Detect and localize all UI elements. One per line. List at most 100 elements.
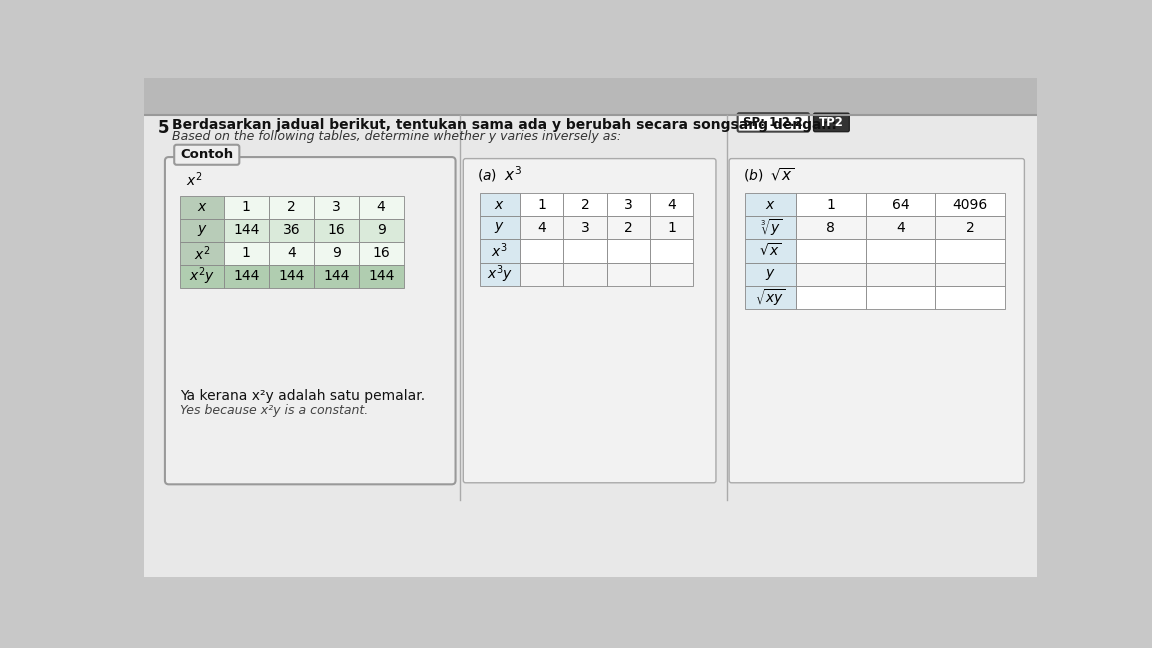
- Bar: [520, 240, 563, 262]
- Text: 144: 144: [233, 223, 259, 237]
- Bar: [563, 216, 607, 240]
- Bar: [313, 218, 358, 242]
- Text: 9: 9: [332, 246, 341, 260]
- Text: 4096: 4096: [953, 198, 987, 212]
- Bar: [358, 196, 403, 218]
- Bar: [268, 218, 313, 242]
- Bar: [479, 193, 520, 216]
- Text: 4: 4: [896, 221, 904, 235]
- Text: $x^3$: $x^3$: [505, 165, 522, 184]
- Bar: [563, 193, 607, 216]
- Text: $(b)$: $(b)$: [743, 167, 764, 183]
- Text: 8: 8: [826, 221, 835, 235]
- Bar: [796, 193, 865, 216]
- Text: 16: 16: [327, 223, 346, 237]
- Text: 2: 2: [581, 198, 590, 212]
- Text: 144: 144: [367, 270, 394, 283]
- Bar: [745, 286, 796, 308]
- Text: TP2: TP2: [819, 116, 844, 129]
- Bar: [865, 262, 935, 286]
- Bar: [745, 216, 796, 240]
- Text: 4: 4: [377, 200, 386, 214]
- Bar: [313, 196, 358, 218]
- Text: SP: 1.2.2: SP: 1.2.2: [743, 116, 803, 129]
- Text: Based on the following tables, determine whether y varies inversely as:: Based on the following tables, determine…: [172, 130, 621, 143]
- Bar: [223, 242, 268, 265]
- Bar: [607, 262, 650, 286]
- Text: Yes because x²y is a constant.: Yes because x²y is a constant.: [181, 404, 369, 417]
- Text: $y$: $y$: [494, 220, 505, 235]
- Bar: [479, 216, 520, 240]
- Bar: [935, 216, 1005, 240]
- FancyBboxPatch shape: [729, 159, 1024, 483]
- Bar: [650, 262, 694, 286]
- Bar: [607, 216, 650, 240]
- Text: 64: 64: [892, 198, 909, 212]
- Text: 4: 4: [537, 221, 546, 235]
- Bar: [865, 286, 935, 308]
- Bar: [935, 240, 1005, 262]
- Bar: [268, 196, 313, 218]
- Bar: [313, 242, 358, 265]
- Bar: [796, 240, 865, 262]
- Text: $x$: $x$: [765, 198, 776, 212]
- Bar: [358, 265, 403, 288]
- Bar: [563, 262, 607, 286]
- Text: Ya kerana x²y adalah satu pemalar.: Ya kerana x²y adalah satu pemalar.: [181, 389, 425, 404]
- Bar: [313, 265, 358, 288]
- Bar: [520, 262, 563, 286]
- Text: $x^2$: $x^2$: [194, 244, 211, 262]
- Bar: [865, 193, 935, 216]
- Text: 2: 2: [965, 221, 975, 235]
- Text: 144: 144: [323, 270, 349, 283]
- Text: $y$: $y$: [197, 223, 207, 238]
- Bar: [607, 240, 650, 262]
- Text: 3: 3: [332, 200, 341, 214]
- Text: $x$: $x$: [197, 200, 207, 214]
- Text: 3: 3: [581, 221, 590, 235]
- Text: $x^2$: $x^2$: [185, 171, 203, 189]
- Text: $\sqrt{x}$: $\sqrt{x}$: [771, 167, 795, 183]
- Bar: [865, 240, 935, 262]
- Text: 2: 2: [287, 200, 296, 214]
- Bar: [650, 216, 694, 240]
- Bar: [935, 193, 1005, 216]
- Bar: [865, 216, 935, 240]
- Text: $x^2y$: $x^2y$: [189, 266, 215, 287]
- Bar: [796, 262, 865, 286]
- Bar: [181, 196, 223, 218]
- Text: 4: 4: [667, 198, 676, 212]
- Text: Berdasarkan jadual berikut, tentukan sama ada y berubah secara songsang dengan:: Berdasarkan jadual berikut, tentukan sam…: [172, 119, 836, 132]
- Bar: [745, 240, 796, 262]
- Bar: [520, 193, 563, 216]
- Bar: [650, 240, 694, 262]
- Bar: [223, 218, 268, 242]
- Text: 1: 1: [826, 198, 835, 212]
- Text: 144: 144: [278, 270, 304, 283]
- Text: $\sqrt[3]{y}$: $\sqrt[3]{y}$: [759, 218, 782, 238]
- Bar: [745, 193, 796, 216]
- Bar: [563, 240, 607, 262]
- Bar: [268, 265, 313, 288]
- Bar: [268, 242, 313, 265]
- Text: 1: 1: [242, 246, 251, 260]
- Bar: [479, 240, 520, 262]
- Bar: [745, 262, 796, 286]
- Text: 1: 1: [667, 221, 676, 235]
- Text: 3: 3: [624, 198, 632, 212]
- Bar: [520, 216, 563, 240]
- Text: 1: 1: [242, 200, 251, 214]
- Text: $(a)$: $(a)$: [477, 167, 498, 183]
- Text: 9: 9: [377, 223, 386, 237]
- Bar: [358, 218, 403, 242]
- Bar: [223, 196, 268, 218]
- Text: $x$: $x$: [494, 198, 505, 212]
- Bar: [935, 262, 1005, 286]
- Text: 2: 2: [624, 221, 632, 235]
- Text: $x^3y$: $x^3y$: [486, 263, 513, 285]
- Text: 4: 4: [287, 246, 296, 260]
- FancyBboxPatch shape: [174, 145, 240, 165]
- Bar: [358, 242, 403, 265]
- Bar: [223, 265, 268, 288]
- Bar: [181, 265, 223, 288]
